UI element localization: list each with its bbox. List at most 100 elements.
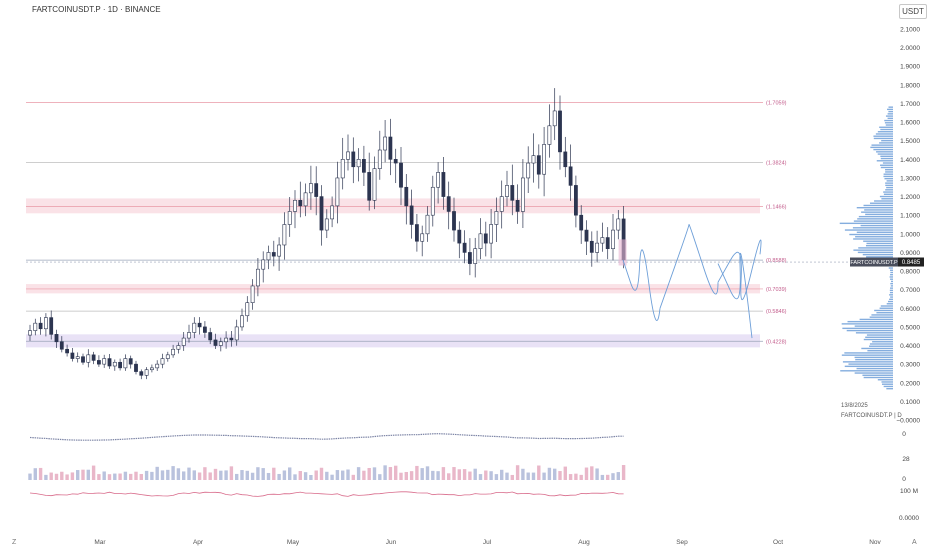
volume-profile-bar (885, 189, 893, 191)
candle-body (229, 337, 234, 341)
scale-icon[interactable]: Z (12, 539, 17, 546)
volume-bar (86, 469, 90, 480)
volume-profile-bar (890, 280, 893, 283)
candle-body (165, 354, 170, 359)
candle-body (192, 322, 197, 333)
volume-bar (97, 474, 101, 480)
volume-bar (420, 468, 424, 480)
volume-bar (49, 472, 53, 480)
volume-profile-bar (881, 381, 893, 383)
volume-profile-bar (873, 137, 893, 140)
volume-profile-bar (854, 325, 893, 327)
volume-profile-bar (864, 209, 893, 211)
candle-body (250, 285, 255, 304)
volume-bar (250, 472, 255, 480)
volume-profile-bar (869, 202, 893, 204)
volume-profile-bar (883, 193, 893, 195)
candle-body (579, 214, 584, 231)
candle-body (54, 334, 59, 343)
candle-body (377, 149, 382, 169)
volume-bar (568, 474, 573, 480)
volume-profile-bar (844, 365, 893, 368)
volume-bar (404, 471, 408, 480)
volume-profile-bar (876, 312, 893, 314)
volume-profile-bar (883, 175, 893, 178)
volume-profile-bar (886, 186, 893, 189)
volume-profile-bar (889, 289, 893, 292)
volume-bar (81, 469, 85, 480)
auto-scale-button[interactable]: A (912, 539, 917, 546)
volume-profile-bar (890, 285, 893, 287)
volume-profile-bar (889, 276, 893, 278)
volume-bar (208, 472, 212, 480)
volume-bar (38, 467, 43, 480)
volume-profile-bar (887, 117, 893, 120)
candle-body (324, 218, 329, 231)
candle-body (483, 233, 488, 244)
x-axis-tick: May (287, 539, 300, 546)
indicator-panes (28, 433, 626, 497)
candle-body (308, 183, 313, 194)
volume-bar (526, 472, 530, 480)
volume-bar (107, 474, 112, 480)
volume-profile-bar (888, 110, 893, 113)
y-axis-tick: 2.1000 (900, 27, 920, 34)
candle-body (446, 196, 451, 212)
volume-bar (33, 468, 37, 480)
last-price-badge-value: 0.8485 (902, 260, 921, 266)
candle-body (287, 211, 292, 225)
volume-profile-bar (881, 198, 893, 200)
candle-body (118, 361, 123, 369)
volume-bar (388, 467, 393, 480)
volume-profile-bar (842, 327, 893, 330)
volume-profile-bar (869, 316, 893, 318)
volume-bar (378, 474, 382, 480)
candle-body (351, 151, 356, 168)
candle-body (33, 322, 38, 331)
volume-bar (505, 472, 509, 480)
candle-body (441, 172, 446, 197)
volume-profile-bar (885, 124, 893, 126)
volume-bar (531, 472, 536, 480)
candle-body (558, 110, 562, 153)
volume-profile-bar (855, 332, 893, 334)
volume-bar (187, 467, 191, 480)
x-axis-tick: Jul (483, 539, 492, 546)
volume-bar (176, 468, 181, 480)
candle-body (81, 356, 85, 363)
volume-profile-bar (890, 278, 893, 280)
volume-bar (240, 470, 244, 480)
volume-bar (611, 473, 615, 480)
currency-badge[interactable]: USDT (899, 4, 927, 19)
chart-info: 13/8/2025 FARTCOINUSDT.P | D (841, 401, 902, 421)
candle-body (589, 240, 594, 253)
candle-body (139, 371, 144, 376)
candle-body (489, 224, 494, 244)
volume-bar (563, 466, 567, 480)
candle-body (43, 317, 48, 330)
volume-profile-bar (863, 376, 893, 379)
volume-bar (431, 470, 435, 480)
osc-axis-tick: 100 M (900, 488, 918, 495)
volume-bar (515, 465, 520, 480)
candle-body (176, 345, 181, 350)
volume-profile-bar (861, 347, 893, 350)
volume-bar (356, 467, 361, 480)
volume-profile (839, 106, 893, 390)
candle-body (616, 218, 621, 231)
candle-body (335, 177, 340, 207)
volume-profile-bar (848, 363, 893, 365)
price-projection (622, 224, 762, 339)
volume-profile-bar (881, 139, 893, 142)
y-axis-tick: 0.5000 (900, 324, 920, 331)
volume-profile-bar (873, 148, 893, 151)
volume-profile-bar (884, 177, 893, 180)
volume-bar (235, 473, 239, 480)
volume-bar (150, 471, 154, 480)
volume-axis-tick: 0 (902, 476, 906, 483)
volume-profile-bar (879, 195, 893, 198)
volume-bar (447, 473, 451, 480)
volume-profile-bar (874, 200, 893, 202)
candle-body (160, 358, 165, 365)
